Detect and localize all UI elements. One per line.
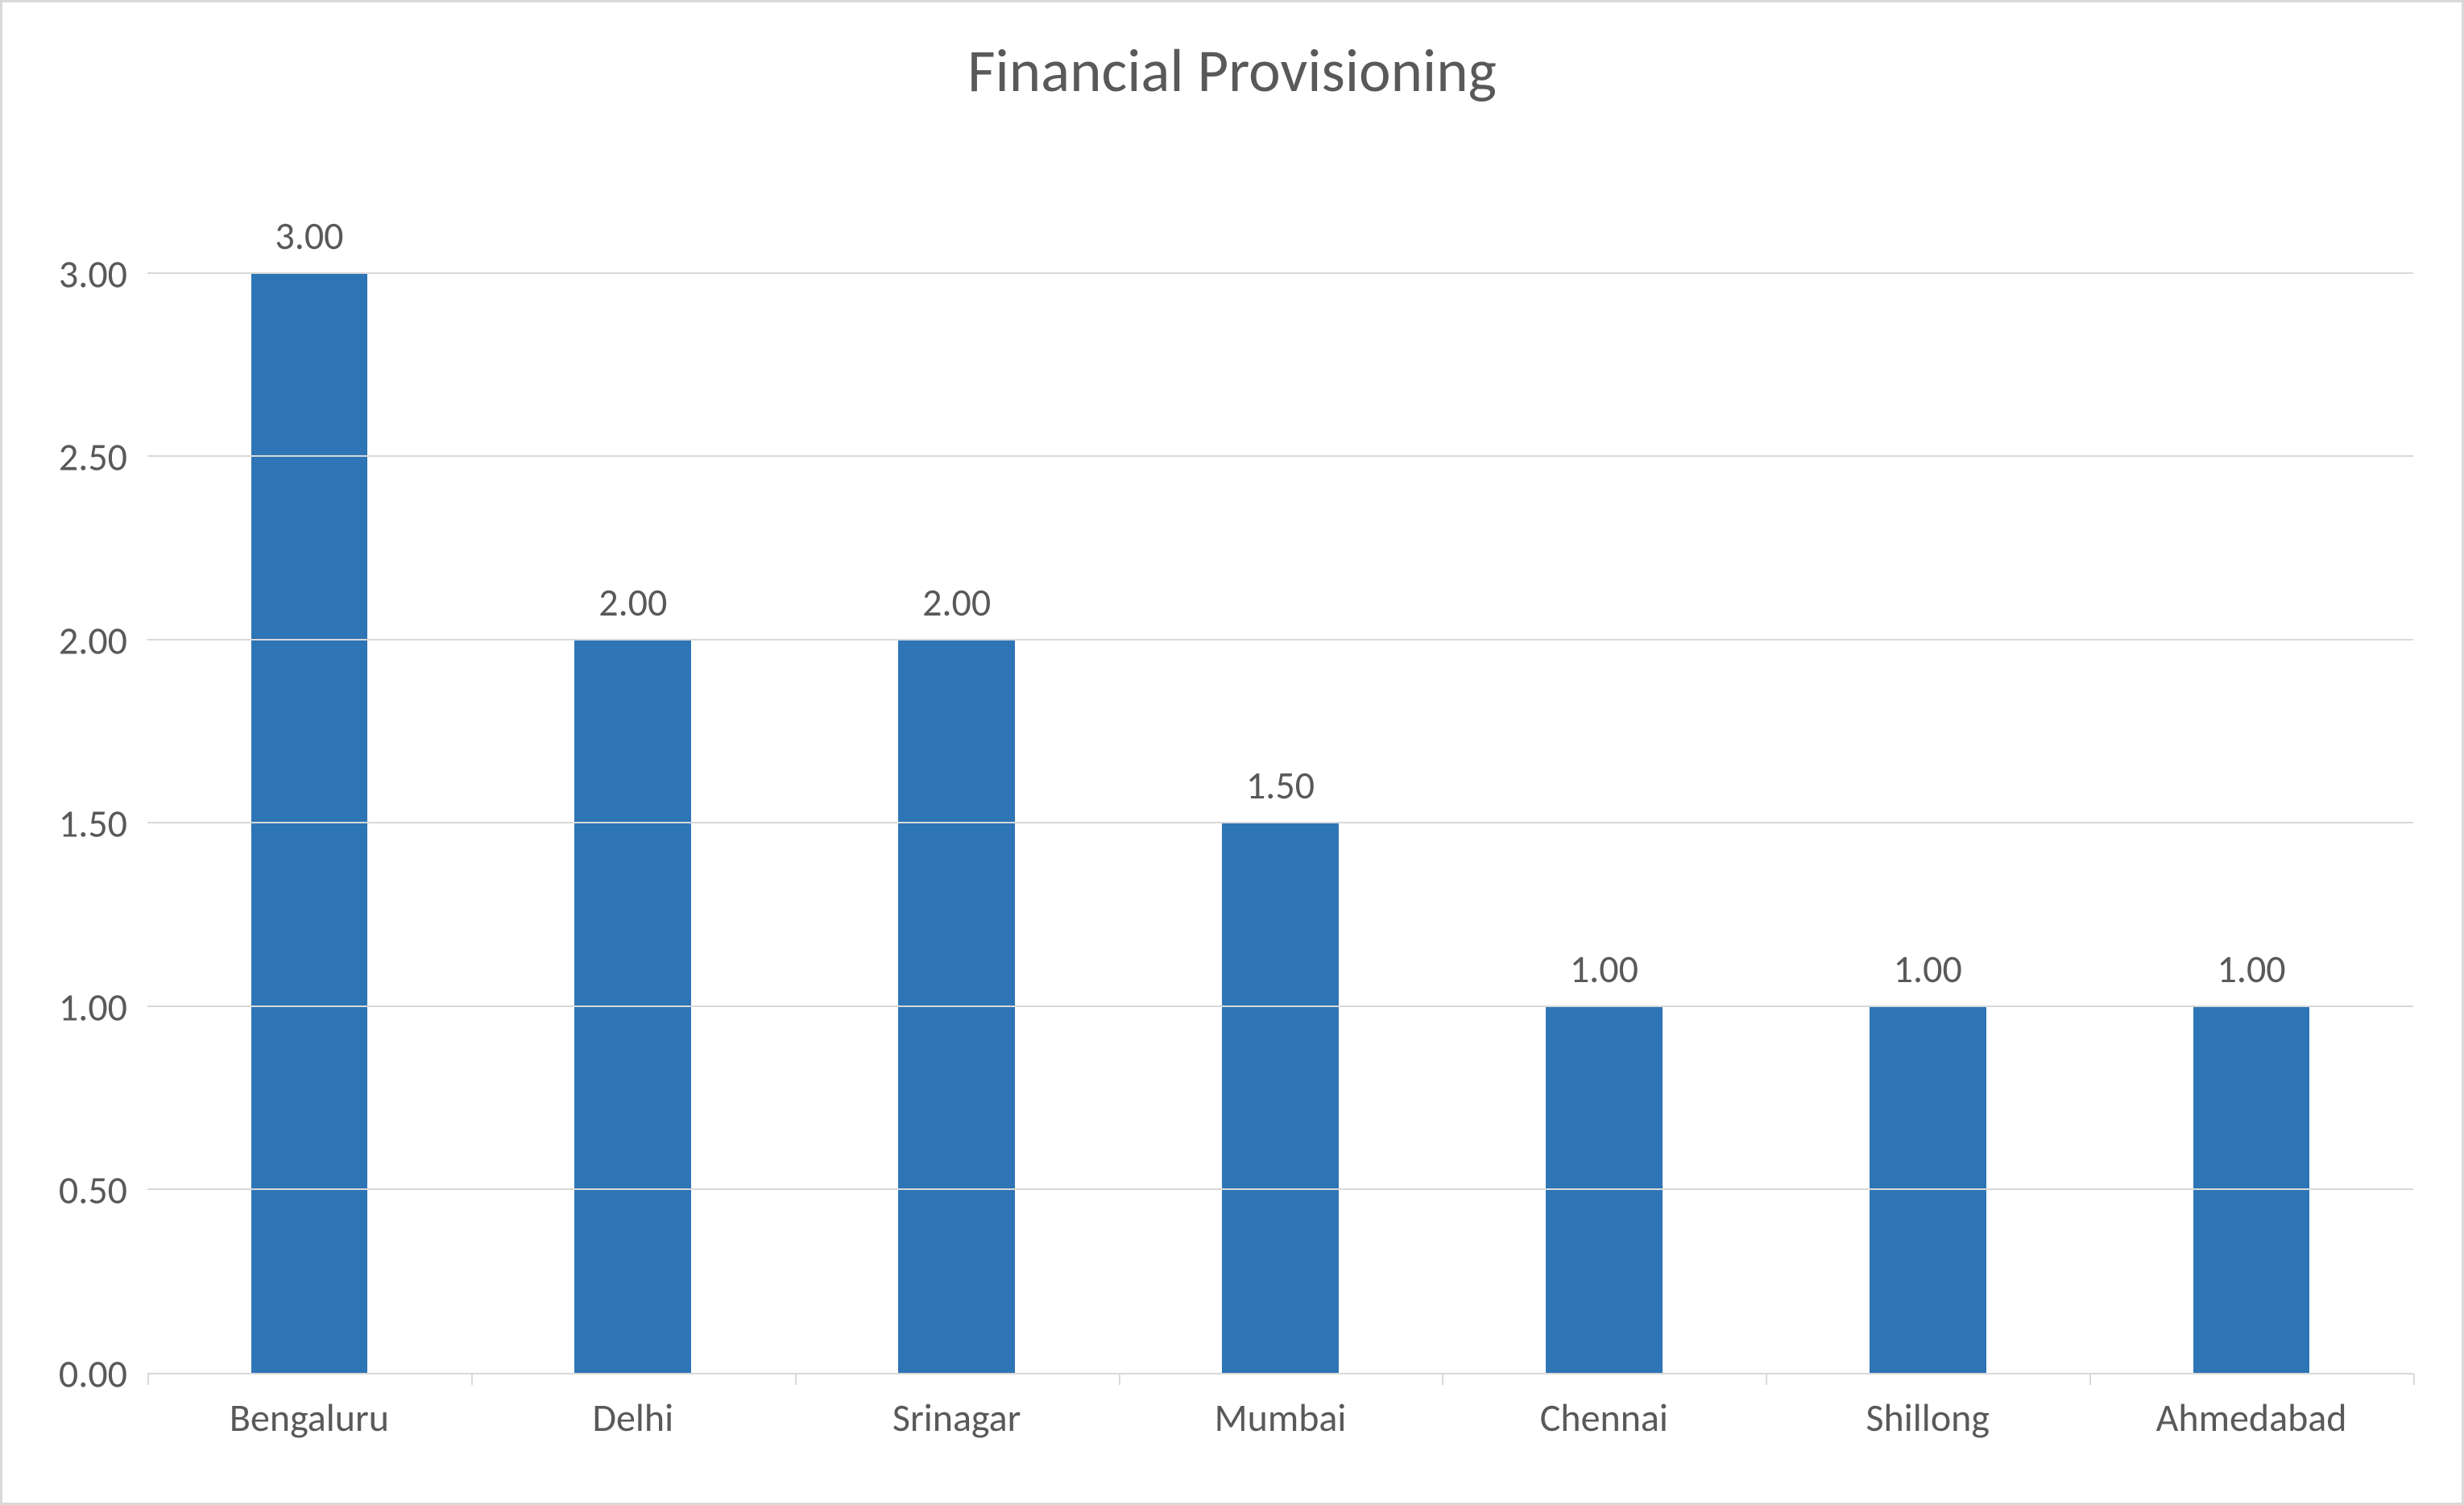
bar-data-label: 2.00 — [598, 578, 667, 626]
bar-data-label: 1.00 — [2218, 945, 2286, 993]
bar-data-label: 1.00 — [1894, 945, 1962, 993]
chart-title: Financial Provisioning — [19, 35, 2445, 108]
x-axis-tick — [1119, 1374, 1120, 1385]
y-axis-tick-label: 1.00 — [59, 983, 147, 1030]
x-axis-category-label: Delhi — [592, 1374, 673, 1441]
bars-row: 3.00Bengaluru2.00Delhi2.00Srinagar1.50Mu… — [147, 164, 2413, 1374]
gridline — [147, 1005, 2413, 1007]
y-axis-tick-label: 1.50 — [59, 800, 147, 848]
x-axis-tick — [471, 1374, 473, 1385]
x-axis-tick — [1442, 1374, 1443, 1385]
gridline — [147, 1188, 2413, 1190]
bar — [1222, 823, 1339, 1374]
x-axis-category-label: Ahmedabad — [2156, 1374, 2347, 1441]
chart-container: Financial Provisioning 3.00Bengaluru2.00… — [0, 0, 2464, 1505]
x-axis-tick — [2089, 1374, 2091, 1385]
x-axis-category-label: Shillong — [1866, 1374, 1989, 1441]
gridline — [147, 272, 2413, 274]
x-axis-category-label: Bengaluru — [230, 1374, 389, 1441]
bar-slot: 1.00Shillong — [1766, 164, 2089, 1374]
x-axis-category-label: Mumbai — [1215, 1374, 1347, 1441]
gridline — [147, 455, 2413, 457]
y-axis-tick-label: 2.00 — [59, 616, 147, 664]
y-axis-tick-label: 2.50 — [59, 433, 147, 481]
x-axis-tick — [795, 1374, 797, 1385]
gridline — [147, 822, 2413, 823]
bar-slot: 2.00Delhi — [471, 164, 795, 1374]
bar-slot: 3.00Bengaluru — [147, 164, 471, 1374]
bar-slot: 1.50Mumbai — [1119, 164, 1443, 1374]
bar-slot: 1.00Ahmedabad — [2089, 164, 2413, 1374]
bar-data-label: 1.00 — [1570, 945, 1638, 993]
x-axis-category-label: Chennai — [1540, 1374, 1668, 1441]
bar-data-label: 2.00 — [922, 578, 991, 626]
bar-data-label: 1.50 — [1246, 761, 1315, 809]
plot-area: 3.00Bengaluru2.00Delhi2.00Srinagar1.50Mu… — [147, 164, 2413, 1374]
y-axis-tick-label: 0.50 — [59, 1167, 147, 1214]
gridline — [147, 639, 2413, 641]
y-axis-tick-label: 3.00 — [59, 250, 147, 297]
x-axis-category-label: Srinagar — [892, 1374, 1021, 1441]
x-axis-tick — [147, 1374, 149, 1385]
y-axis-tick-label: 0.00 — [59, 1350, 147, 1398]
x-axis-tick — [1766, 1374, 1767, 1385]
bar-slot: 1.00Chennai — [1442, 164, 1766, 1374]
bar-data-label: 3.00 — [275, 212, 343, 259]
bar-slot: 2.00Srinagar — [795, 164, 1119, 1374]
x-axis-tick — [2413, 1374, 2415, 1385]
x-axis-baseline — [147, 1373, 2413, 1374]
